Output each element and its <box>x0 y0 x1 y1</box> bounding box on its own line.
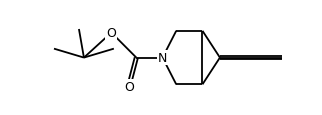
Text: O: O <box>107 27 116 40</box>
Text: N: N <box>158 52 167 65</box>
Text: O: O <box>124 80 134 93</box>
